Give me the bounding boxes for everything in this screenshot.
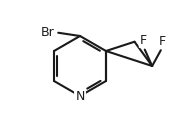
Text: N: N xyxy=(75,89,85,103)
Text: F: F xyxy=(159,35,166,48)
Text: Br: Br xyxy=(41,26,54,39)
Text: F: F xyxy=(140,34,147,47)
